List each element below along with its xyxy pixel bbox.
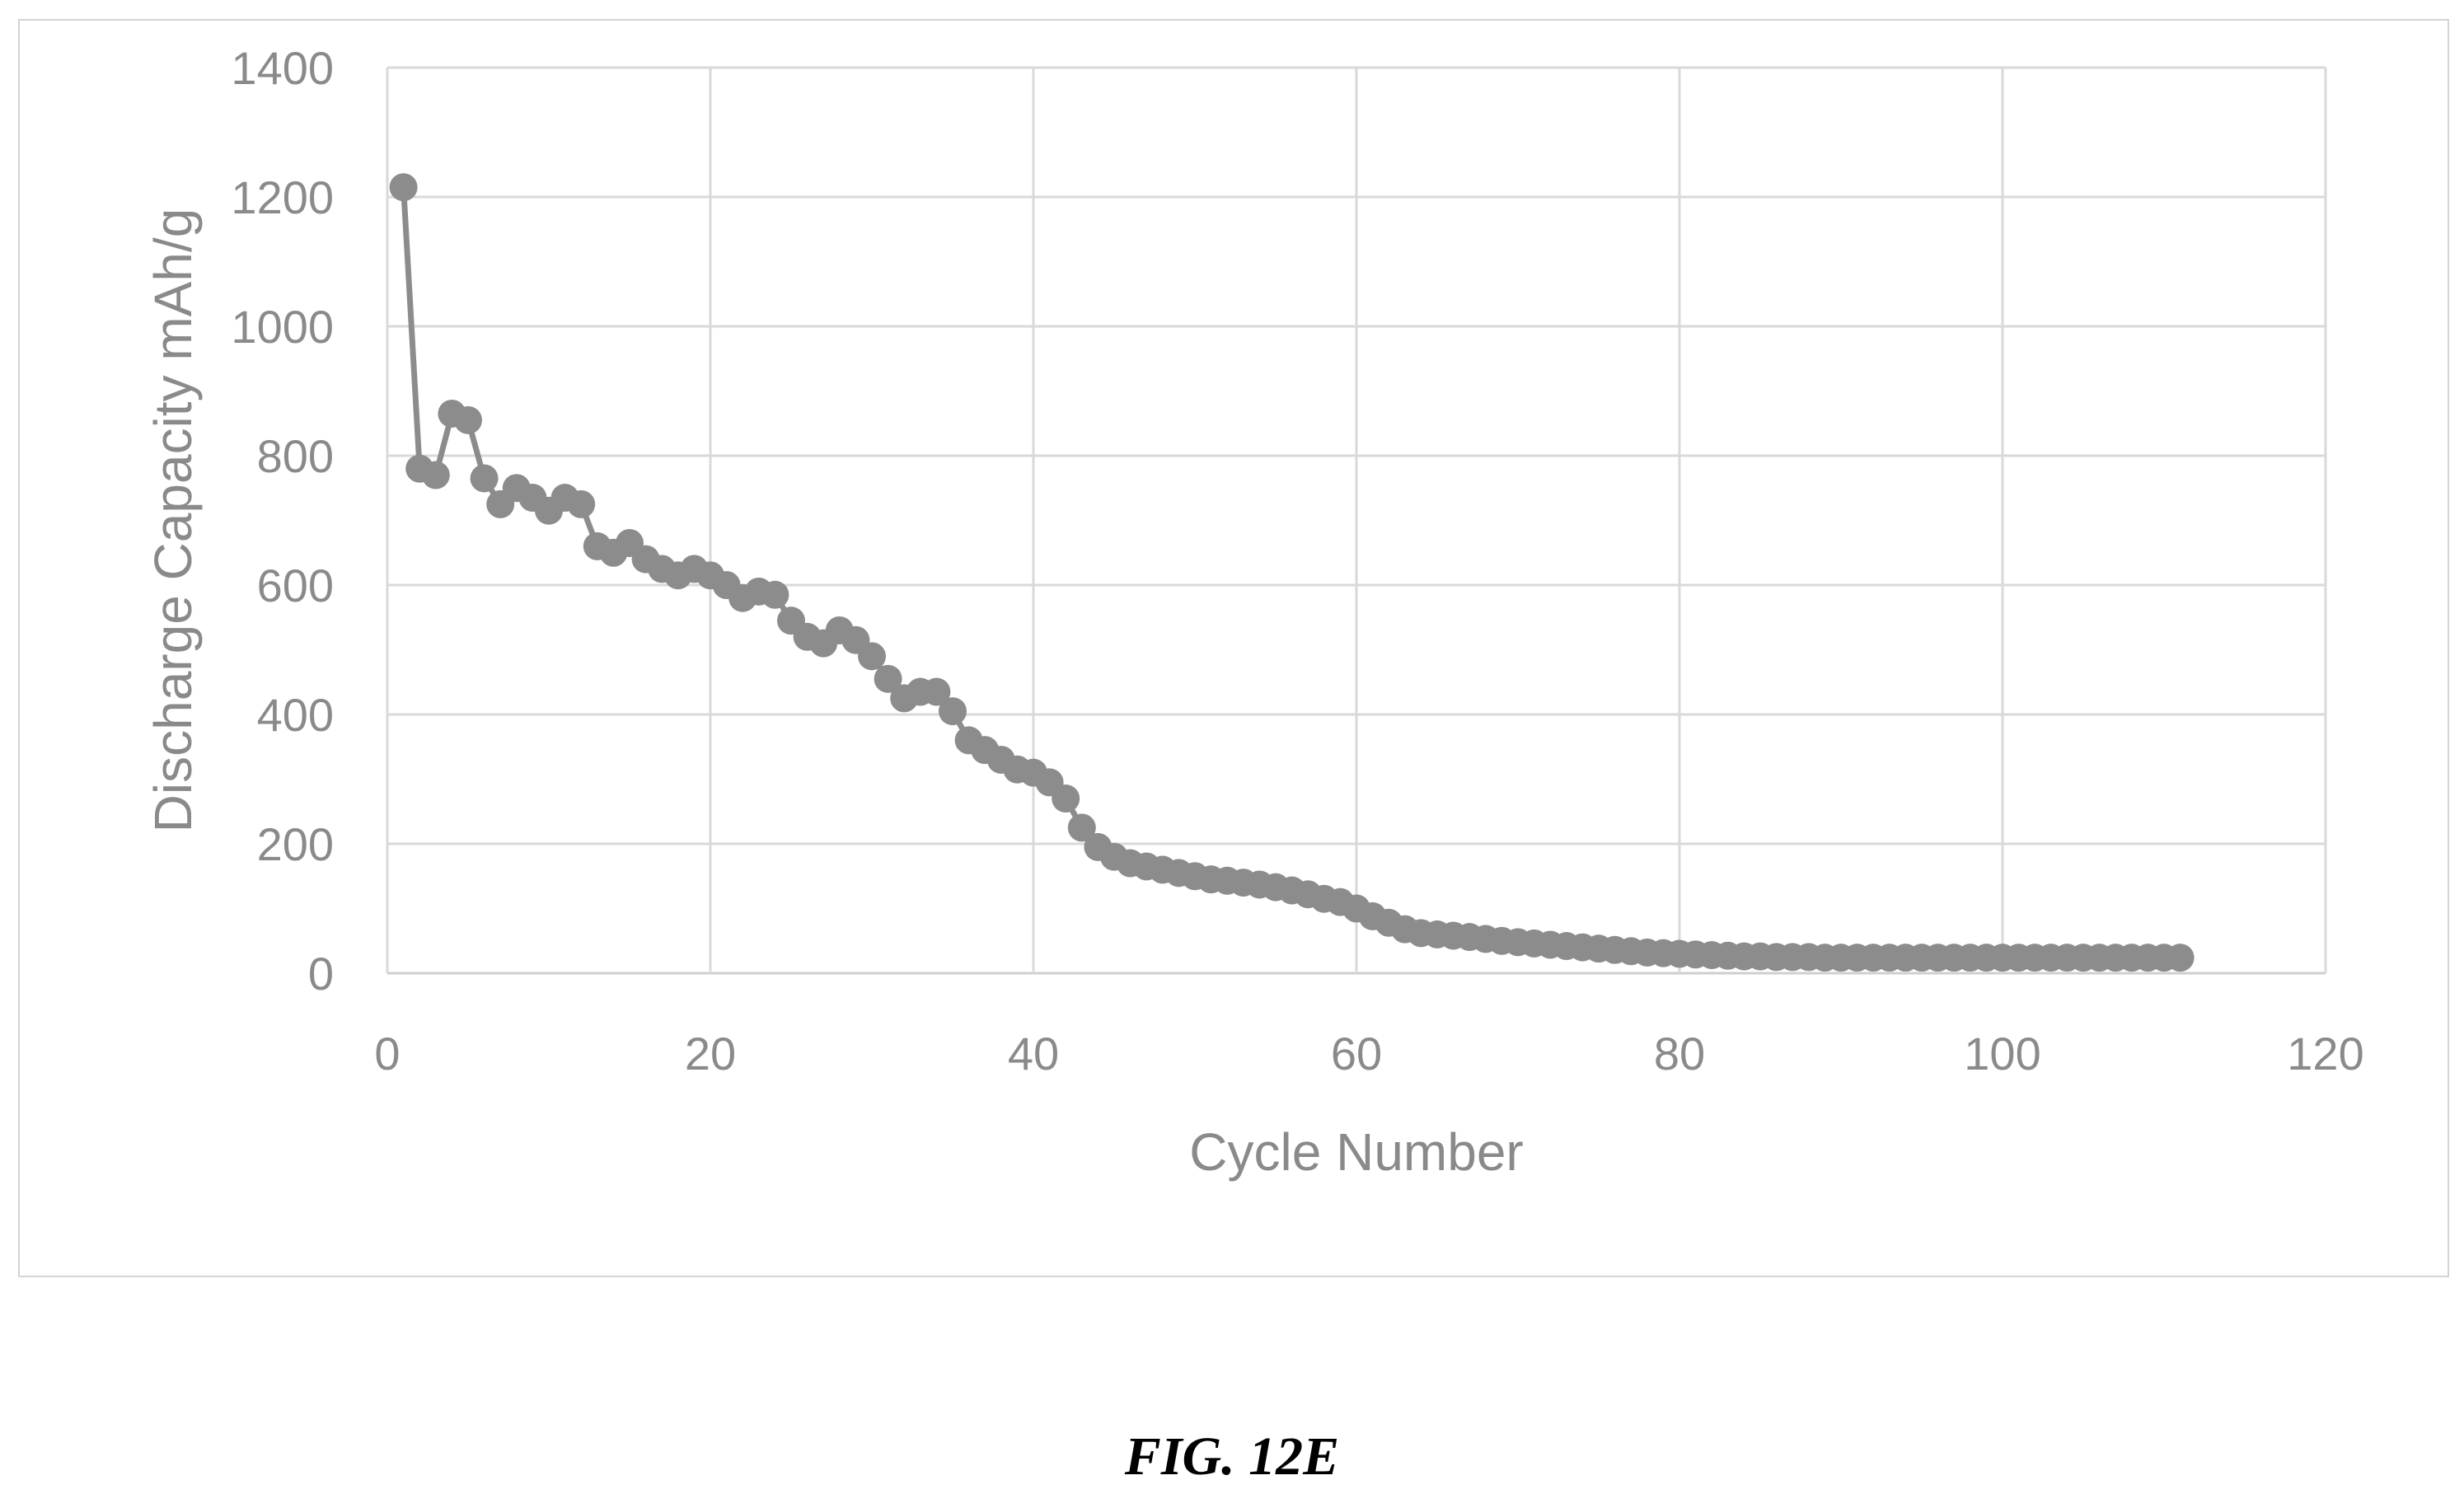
data-point: [454, 405, 482, 434]
x-tick-label: 60: [1331, 1028, 1382, 1080]
gridlines: [386, 66, 2327, 975]
data-series: [389, 173, 2195, 972]
data-point: [1052, 784, 1080, 813]
y-tick-label: 800: [257, 430, 334, 482]
y-axis-title: Discharge Capacity mAh/g: [143, 208, 203, 833]
y-tick-label: 200: [257, 818, 334, 870]
data-point: [389, 173, 418, 202]
x-tick-label: 120: [2287, 1028, 2363, 1080]
y-tick-label: 1000: [231, 301, 334, 353]
data-point: [470, 464, 499, 493]
x-tick-label: 100: [1964, 1028, 2040, 1080]
chart-frame: [18, 19, 2449, 1277]
data-point: [421, 461, 450, 489]
data-point: [874, 664, 902, 693]
y-tick-label: 400: [257, 689, 334, 741]
y-tick-label: 0: [308, 948, 334, 1000]
data-point: [922, 677, 951, 706]
y-tick-label: 1400: [231, 42, 334, 94]
tick-labels: 0 200 400 600 800 1000 1200 1400 0 20 40 60 80 100 120: [231, 42, 2363, 1080]
x-tick-label: 80: [1654, 1028, 1705, 1080]
data-point: [761, 580, 789, 609]
y-tick-label: 1200: [231, 171, 334, 223]
data-point: [2166, 944, 2195, 972]
data-point: [858, 642, 886, 671]
figure-caption: FIG. 12E: [1124, 1426, 1340, 1487]
x-tick-label: 20: [685, 1028, 736, 1080]
y-tick-label: 600: [257, 560, 334, 611]
data-point: [939, 697, 967, 726]
data-point: [1067, 813, 1096, 842]
discharge-capacity-chart: 0 200 400 600 800 1000 1200 1400 0 20 40 60 80 100 120…: [143, 42, 2364, 1182]
data-point: [567, 489, 596, 518]
x-tick-label: 0: [374, 1028, 400, 1080]
x-tick-label: 40: [1008, 1028, 1059, 1080]
x-axis-title: Cycle Number: [1189, 1122, 1523, 1182]
